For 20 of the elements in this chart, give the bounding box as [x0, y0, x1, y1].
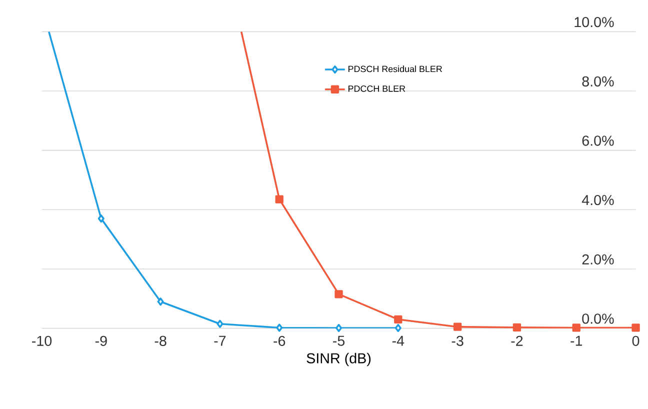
y-tick-label: 6.0% [582, 136, 614, 146]
x-tick-label: -9 [95, 336, 107, 346]
y-tick-label: 4.0% [582, 195, 614, 206]
x-tick-label: -1 [570, 336, 582, 346]
legend-label: PDCCH BLER [348, 85, 406, 92]
y-tick-label: 2.0% [582, 254, 614, 264]
legend-label: PDSCH Residual BLER [348, 66, 442, 72]
y-tick-label: 10.0% [574, 17, 614, 28]
x-tick-label: -5 [333, 336, 345, 346]
y-tick-label: 8.0% [582, 76, 614, 87]
x-tick-label: -8 [154, 336, 166, 346]
x-axis-title: SINR (dB) [306, 352, 371, 366]
x-tick-label: -4 [392, 336, 404, 346]
x-tick-label: -10 [32, 336, 52, 346]
x-tick-label: -2 [511, 336, 523, 346]
x-tick-label: 0 [632, 336, 640, 346]
y-tick-label: 0.0% [582, 314, 614, 324]
x-tick-label: -3 [452, 336, 464, 346]
x-tick-label: -6 [274, 336, 286, 346]
x-tick-label: -7 [214, 336, 226, 346]
